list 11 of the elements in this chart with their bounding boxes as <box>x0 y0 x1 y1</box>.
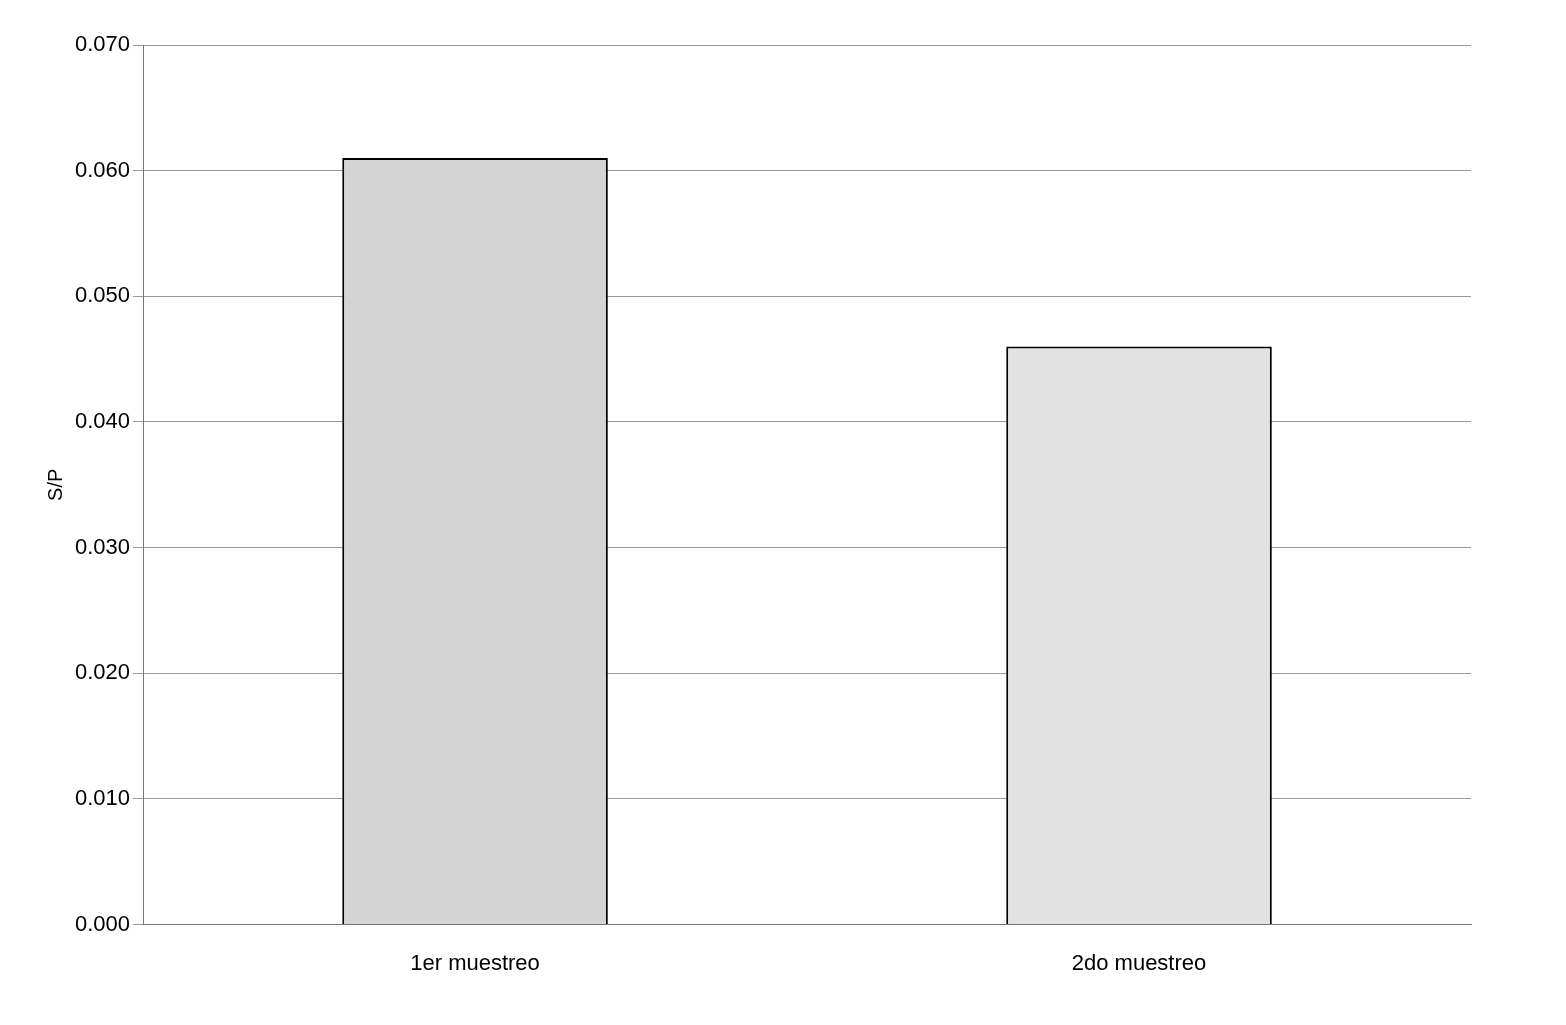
y-axis-title: S/P <box>43 468 66 501</box>
x-tick-label: 2do muestreo <box>1071 949 1207 975</box>
y-tick-label: 0.030 <box>74 533 131 559</box>
y-tick-label: 0.070 <box>74 31 131 57</box>
y-tick-label: 0.050 <box>74 282 131 308</box>
x-tick-label: 1er muestreo <box>410 949 540 975</box>
y-tick-label: 0.010 <box>74 785 131 811</box>
y-tick-label: 0.000 <box>74 910 131 936</box>
y-tick-label: 0.060 <box>74 156 131 182</box>
y-tick-label: 0.040 <box>74 408 131 434</box>
y-tick-label: 0.020 <box>74 659 131 685</box>
